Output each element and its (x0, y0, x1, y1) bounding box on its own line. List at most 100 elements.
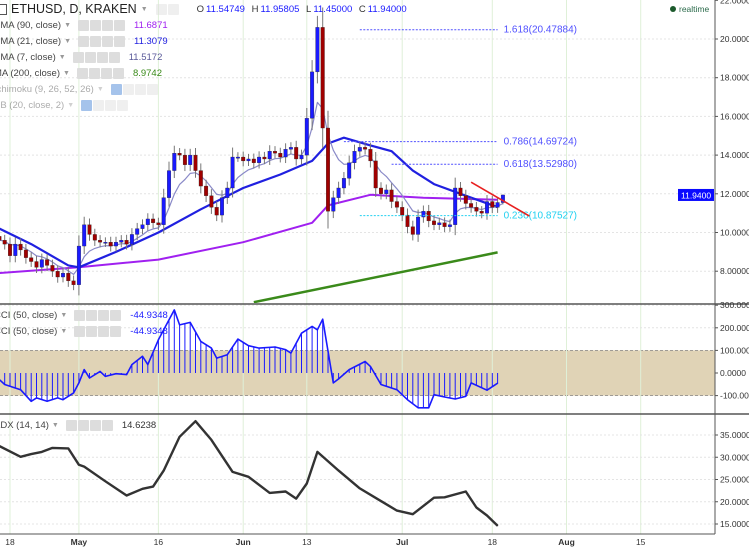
plus-icon[interactable] (98, 310, 110, 321)
candle-body (447, 224, 452, 227)
adx-tick-label: 30.0000 (720, 452, 749, 462)
adx-point (152, 486, 154, 488)
eye-icon[interactable] (65, 420, 77, 431)
cci-pane (0, 309, 499, 409)
candle (119, 235, 124, 248)
candle (114, 236, 118, 252)
chevron-down-icon[interactable]: ▼ (51, 422, 59, 429)
adx-point (126, 494, 128, 497)
close-icon[interactable] (110, 326, 122, 337)
eye-icon[interactable] (72, 52, 84, 63)
candle-body (156, 222, 161, 225)
plus-icon[interactable] (96, 52, 108, 63)
collapse-icon[interactable] (0, 3, 7, 15)
adx-point (433, 497, 435, 499)
candle (246, 153, 251, 167)
candle-body (410, 226, 415, 235)
cci-point (30, 400, 32, 402)
plus-icon[interactable] (100, 68, 112, 79)
plus-icon[interactable] (134, 84, 146, 95)
candle-body (326, 127, 330, 212)
chevron-down-icon[interactable]: ▼ (58, 54, 66, 61)
indicator-legend-row[interactable]: CCI (50, close) ▼ -44.9348 (0, 326, 168, 337)
close-icon[interactable] (114, 36, 125, 47)
candle (50, 259, 55, 277)
eye-icon[interactable] (76, 68, 88, 79)
indicator-legend-row[interactable]: EMA (90, close) ▼ 11.6871 (0, 20, 168, 31)
indicator-legend-row[interactable]: Ichimoku (9, 26, 52, 26) ▼ (0, 84, 167, 95)
gear-icon[interactable] (77, 420, 89, 431)
candle (45, 253, 50, 272)
chevron-down-icon[interactable]: ▼ (60, 312, 68, 319)
candle-body (273, 151, 277, 154)
gear-icon[interactable] (88, 68, 100, 79)
candle (379, 182, 383, 200)
close-icon[interactable] (114, 20, 125, 31)
cci-point (316, 329, 318, 331)
cci-line (0, 309, 499, 409)
candle-body (357, 147, 362, 152)
close-icon[interactable] (146, 84, 158, 95)
candle-body (114, 242, 118, 247)
indicator-legend-row[interactable]: MA (200, close) ▼ 8.9742 (0, 68, 162, 79)
adx-point (475, 506, 477, 509)
fib-level-label: 0.786(14.69724) (504, 137, 577, 148)
candle (145, 213, 150, 231)
close-icon[interactable] (112, 68, 124, 79)
gear-icon[interactable] (90, 36, 101, 47)
chevron-down-icon[interactable]: ▼ (60, 328, 68, 335)
chevron-down-icon[interactable]: ▼ (140, 5, 148, 13)
plus-icon[interactable] (105, 100, 117, 111)
cci-point (126, 373, 128, 376)
cci-point (444, 396, 446, 398)
indicator-legend-row[interactable]: CCI (50, close) ▼ -44.9348 (0, 310, 168, 321)
plus-icon[interactable] (102, 36, 113, 47)
gear-icon[interactable] (122, 84, 134, 95)
close-icon[interactable] (108, 52, 120, 63)
cci-point (46, 400, 48, 402)
cci-point (115, 373, 117, 375)
eye-icon[interactable] (155, 3, 167, 15)
close-icon[interactable] (101, 420, 113, 431)
gear-icon[interactable] (167, 3, 179, 15)
cci-point (78, 382, 80, 384)
gear-icon[interactable] (93, 100, 105, 111)
high-value: 11.95805 (260, 3, 300, 15)
cci-point (364, 360, 366, 363)
cci-point (428, 407, 430, 409)
indicator-legend-row[interactable]: EMA (21, close) ▼ 11.3079 (0, 36, 168, 47)
indicator-legend-row[interactable]: ADX (14, 14)▼ 14.6238 (0, 420, 156, 431)
adx-point (306, 482, 308, 485)
chevron-down-icon[interactable]: ▼ (64, 22, 71, 29)
indicator-legend-row[interactable]: BB (20, close, 2) ▼ (0, 100, 137, 111)
close-icon[interactable] (110, 310, 122, 321)
candle-body (209, 195, 214, 208)
plus-icon[interactable] (102, 20, 113, 31)
eye-icon[interactable] (74, 310, 86, 321)
candle (82, 216, 87, 255)
plus-icon[interactable] (89, 420, 101, 431)
eye-icon[interactable] (81, 100, 93, 111)
chevron-down-icon[interactable]: ▼ (63, 70, 70, 77)
cci-tick-label: 200.0000 (720, 323, 749, 333)
candle-body (135, 228, 140, 235)
candle (103, 237, 108, 248)
x-tick-label: Aug (558, 537, 575, 547)
eye-icon[interactable] (78, 20, 89, 31)
gear-icon[interactable] (86, 310, 98, 321)
chevron-down-icon[interactable]: ▼ (96, 86, 104, 93)
gear-icon[interactable] (84, 52, 96, 63)
adx-point (141, 488, 144, 490)
eye-icon[interactable] (110, 84, 122, 95)
gear-icon[interactable] (86, 326, 98, 337)
candle-body (98, 240, 103, 243)
chevron-down-icon[interactable]: ▼ (67, 102, 75, 109)
close-icon[interactable] (117, 100, 129, 111)
eye-icon[interactable] (74, 326, 86, 337)
eye-icon[interactable] (78, 36, 89, 47)
plus-icon[interactable] (98, 326, 110, 337)
chevron-down-icon[interactable]: ▼ (64, 38, 71, 45)
indicator-legend-row[interactable]: EMA (7, close) ▼ 11.5172 (0, 52, 162, 63)
gear-icon[interactable] (90, 20, 101, 31)
